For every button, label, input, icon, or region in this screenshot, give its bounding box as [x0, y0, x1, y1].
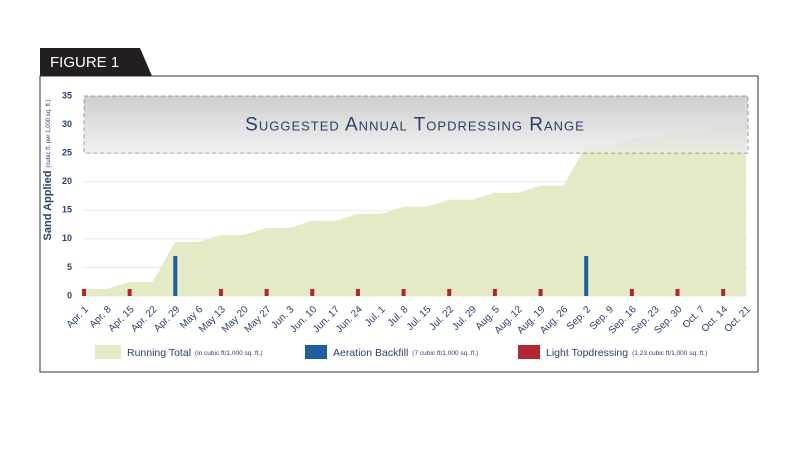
- bar: [310, 288, 315, 296]
- bar: [675, 288, 680, 296]
- legend-swatch: [305, 345, 327, 359]
- legend-name: Light Topdressing: [546, 347, 628, 359]
- bar: [721, 288, 726, 296]
- y-tick-label: 30: [62, 119, 72, 129]
- y-label-note: (cubic ft. per 1,000 sq. ft.): [46, 100, 52, 168]
- legend-note: (1.23 cubic ft/1,000 sq. ft.): [632, 350, 707, 357]
- y-tick-label: 15: [62, 205, 72, 215]
- running-total-area: [84, 124, 746, 296]
- bar: [355, 288, 360, 296]
- legend-name: Aeration Backfill: [333, 347, 408, 359]
- bar: [629, 288, 634, 296]
- y-axis-title: Sand Applied (cubic ft. per 1,000 sq. ft.…: [42, 100, 54, 241]
- legend-entry: Light Topdressing (1.23 cubic ft/1,000 sq…: [546, 347, 707, 359]
- y-tick-label: 5: [67, 262, 72, 272]
- bar: [492, 288, 497, 296]
- range-band-label: Suggested Annual Topdressing Range: [245, 115, 585, 136]
- bar: [218, 288, 223, 296]
- bar: [173, 256, 178, 296]
- y-label: Sand Applied: [42, 171, 54, 241]
- bar: [127, 288, 132, 296]
- bar: [82, 288, 86, 296]
- bar: [447, 288, 452, 296]
- legend-swatch: [518, 345, 540, 359]
- legend-entry: Aeration Backfill (7 cubic ft/1,000 sq. f…: [333, 347, 478, 359]
- legend-entry: Running Total (in cubic ft/1,000 sq. ft.): [127, 347, 263, 359]
- y-tick-label: 10: [62, 233, 72, 243]
- y-tick-label: 25: [62, 148, 72, 158]
- bar: [584, 256, 589, 296]
- y-tick-label: 35: [62, 90, 72, 100]
- legend-name: Running Total: [127, 347, 191, 359]
- bar: [538, 288, 543, 296]
- bar: [401, 288, 406, 296]
- bar: [264, 288, 269, 296]
- figure-badge: [40, 48, 152, 76]
- y-tick-label: 0: [67, 290, 72, 300]
- range-band: [83, 95, 749, 154]
- figure-label: FIGURE 1: [50, 54, 119, 71]
- legend-note: (in cubic ft/1,000 sq. ft.): [195, 350, 263, 357]
- y-tick-label: 20: [62, 176, 72, 186]
- legend-note: (7 cubic ft/1,000 sq. ft.): [412, 350, 478, 357]
- legend-swatch: [95, 345, 121, 359]
